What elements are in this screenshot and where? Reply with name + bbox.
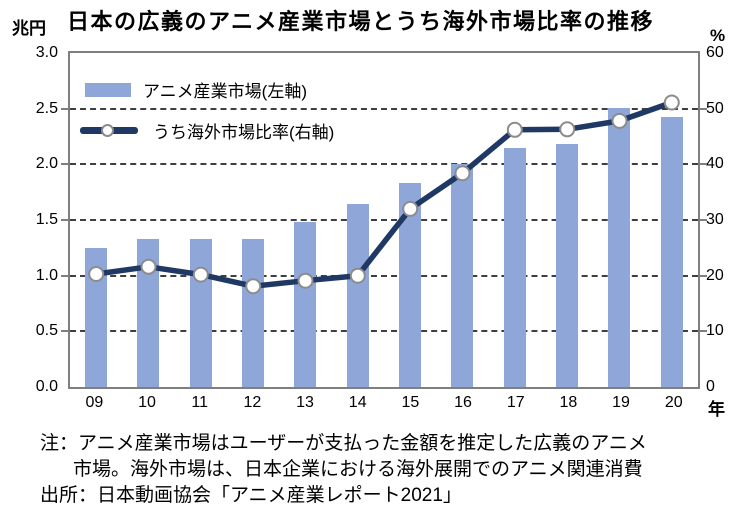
right-tick-label: 50 — [706, 99, 724, 117]
x-label: 20 — [664, 394, 683, 411]
legend-item-line: うち海外市場比率(右軸) — [80, 118, 334, 143]
left-axis-tick — [61, 219, 68, 221]
left-tick-label: 1.0 — [35, 266, 58, 284]
right-axis-tick — [700, 219, 707, 221]
bar-slot — [593, 53, 645, 387]
bar — [294, 222, 317, 387]
footnotes: 注：アニメ産業市場はユーザーが支払った金額を推定した広義のアニメ 市場。海外市場… — [40, 431, 647, 509]
right-axis-ticks: 60 50 40 30 20 10 0 — [706, 44, 748, 395]
right-tick-label: 60 — [706, 44, 724, 61]
chart-title: 日本の広義のアニメ産業市場とうち海外市場比率の推移 — [67, 9, 655, 34]
right-axis-tick — [700, 107, 707, 110]
right-axis-tick — [700, 330, 707, 333]
x-label: 15 — [401, 394, 420, 411]
x-label: 18 — [559, 394, 578, 411]
bar — [242, 238, 265, 387]
x-label: 14 — [348, 394, 367, 411]
left-tick-label: 3.0 — [35, 44, 58, 61]
bar-slot — [227, 53, 279, 387]
bar — [503, 147, 526, 387]
bar — [399, 183, 422, 387]
bar-slot — [384, 53, 436, 387]
right-tick-label: 0 — [706, 378, 715, 395]
source-line: 出所：日本動画協会「アニメ産業レポート2021」 — [40, 485, 462, 506]
bar-slot — [279, 53, 331, 387]
bar — [137, 238, 160, 387]
right-tick-label: 20 — [706, 266, 724, 284]
left-tick-label: 2.0 — [35, 155, 58, 173]
left-tick-label: 1.5 — [35, 211, 58, 228]
x-label: 13 — [296, 394, 314, 411]
x-axis-unit: 年 — [708, 400, 725, 419]
left-tick-label: 2.5 — [35, 99, 58, 117]
bar-slot — [175, 53, 227, 387]
bar-slot — [541, 53, 593, 387]
left-axis-tick — [61, 163, 68, 166]
note-line: 市場。海外市場は、日本企業における海外展開でのアニメ関連消費 — [73, 459, 643, 480]
legend-bar-label: アニメ産業市場(左軸) — [143, 82, 307, 101]
right-tick-label: 10 — [706, 322, 724, 340]
bar-slot — [489, 53, 541, 387]
legend-line-marker-icon — [101, 124, 114, 137]
left-axis-tick — [61, 330, 68, 333]
x-label: 16 — [454, 394, 472, 411]
legend-line-swatch-icon — [80, 124, 138, 137]
left-tick-label: 0.0 — [35, 378, 58, 395]
legend-item-bar: アニメ産業市場(左軸) — [85, 77, 307, 102]
plot-area: アニメ産業市場(左軸) うち海外市場比率(右軸) — [61, 51, 707, 389]
bar — [346, 204, 369, 387]
left-tick-label: 0.5 — [35, 322, 58, 340]
x-label: 17 — [506, 394, 525, 411]
bar — [660, 116, 683, 387]
legend-bar-swatch-icon — [85, 82, 131, 97]
left-axis-ticks: 3.0 2.5 2.0 1.5 1.0 0.5 0.0 — [0, 44, 58, 395]
x-label: 12 — [243, 394, 262, 411]
bar — [189, 238, 212, 387]
x-label: 11 — [191, 394, 208, 411]
bar-slot — [646, 53, 698, 387]
right-axis-tick — [700, 163, 707, 166]
bar-slot — [70, 53, 122, 387]
right-axis-tick — [700, 274, 707, 277]
right-tick-label: 30 — [706, 211, 724, 228]
bar-slot — [332, 53, 384, 387]
x-axis-labels: 09 10 11 12 13 14 15 16 17 18 19 20 — [68, 394, 700, 412]
left-axis-tick — [61, 274, 68, 277]
x-label: 09 — [85, 394, 104, 411]
bar — [85, 247, 108, 387]
gridline — [70, 330, 698, 333]
bar-series — [70, 53, 698, 387]
left-axis-tick — [61, 107, 68, 110]
x-label: 19 — [612, 394, 630, 411]
right-tick-label: 40 — [706, 155, 724, 173]
bar — [608, 107, 631, 387]
x-label: 10 — [138, 394, 156, 411]
legend-line-label: うち海外市場比率(右軸) — [153, 123, 335, 142]
bar — [556, 144, 579, 387]
bar-slot — [436, 53, 488, 387]
right-axis-unit: % — [710, 26, 726, 45]
bar-slot — [122, 53, 174, 387]
bar — [451, 164, 474, 387]
note-line: 注：アニメ産業市場はユーザーが支払った金額を推定した広義のアニメ — [40, 433, 647, 454]
left-axis-unit: 兆円 — [12, 19, 46, 38]
